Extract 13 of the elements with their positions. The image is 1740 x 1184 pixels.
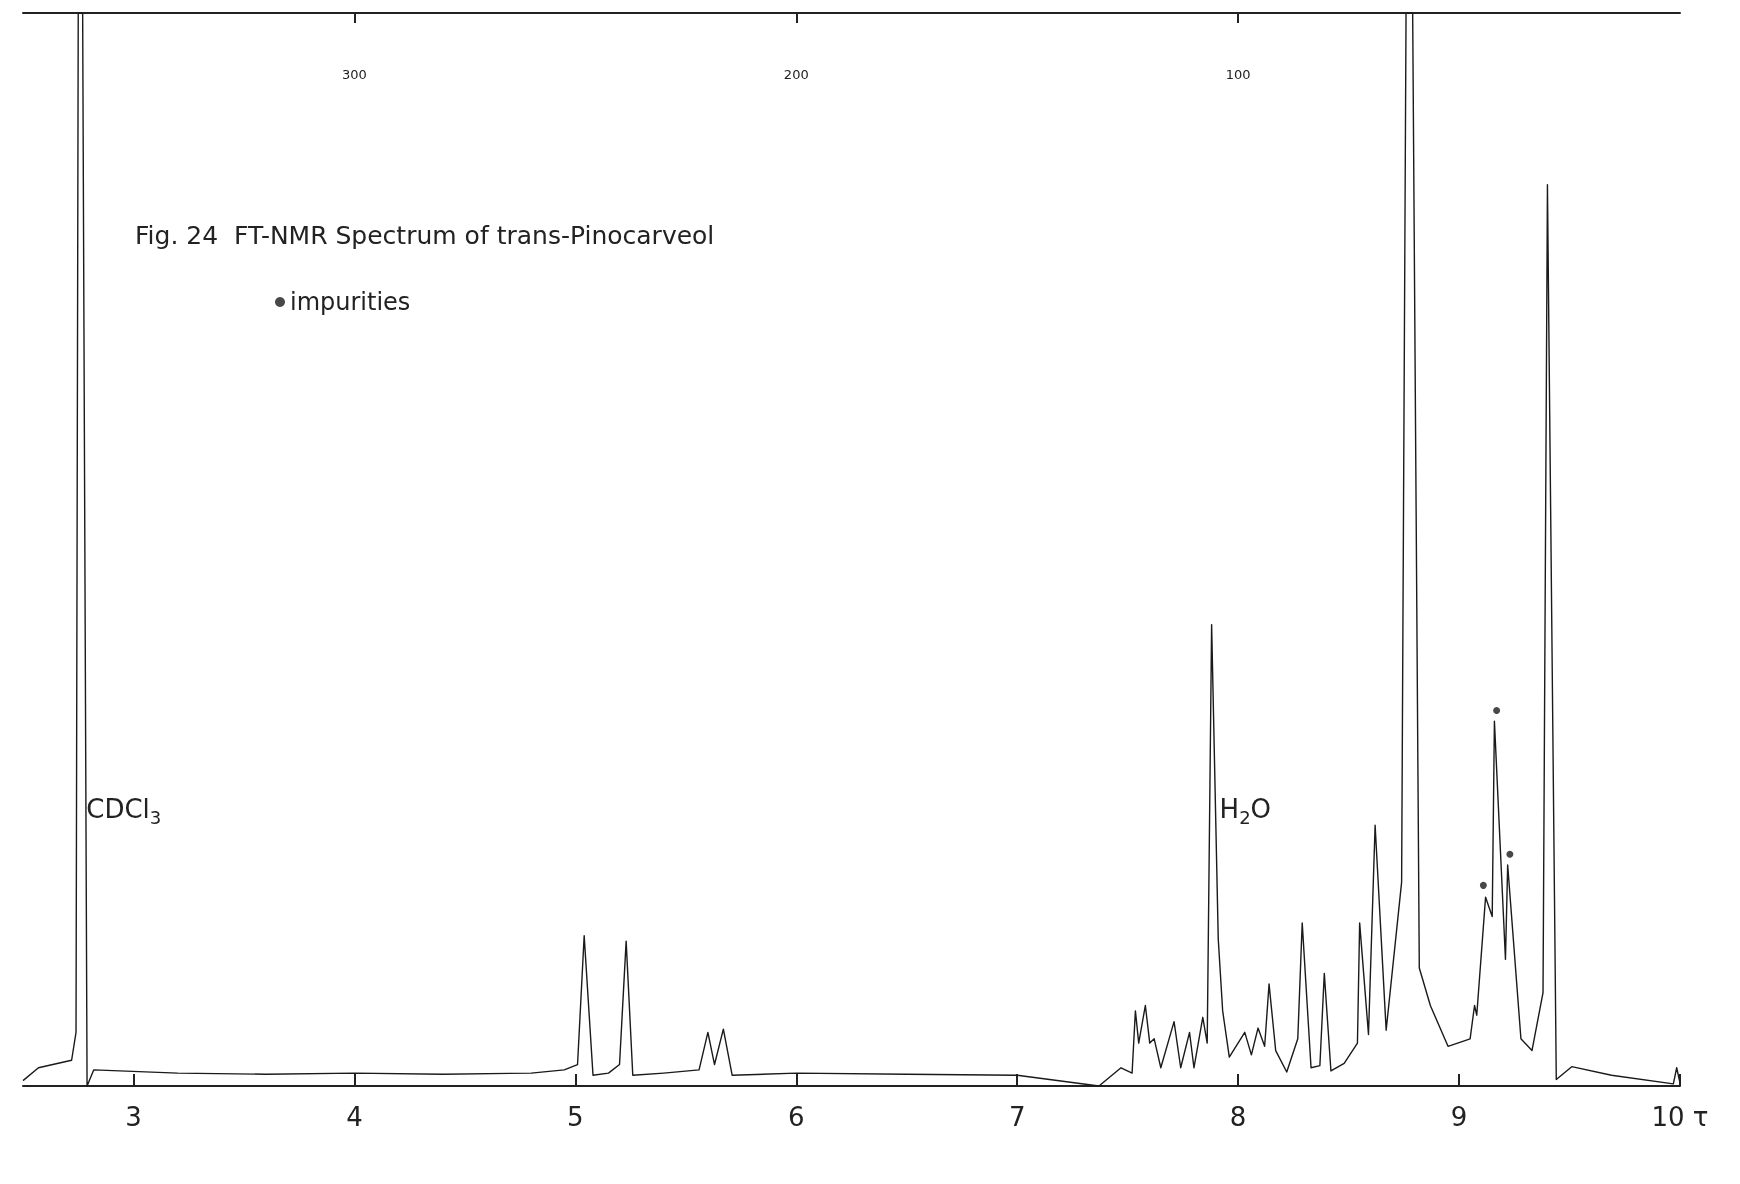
x-tick-label: 5 [567,1102,584,1132]
legend-label: impurities [290,288,411,316]
x2-tick-label: 200 [783,67,809,82]
x-tick-label: 6 [787,1102,805,1132]
x-tick-label: 10 τ [1651,1102,1709,1132]
x-tick-label: 4 [346,1102,363,1132]
x2-tick-label: 100 [1225,67,1251,82]
text: Fig. 24 FT-NMR Spectrum of trans-Pinocarveol [135,221,715,250]
x-tick-label: 3 [125,1102,142,1132]
x-tick-label: 8 [1229,1102,1247,1132]
x-tick-label: 7 [1008,1102,1026,1132]
x-tick-label: 9 [1450,1102,1468,1132]
x2-tick-label: 300 [341,67,367,82]
